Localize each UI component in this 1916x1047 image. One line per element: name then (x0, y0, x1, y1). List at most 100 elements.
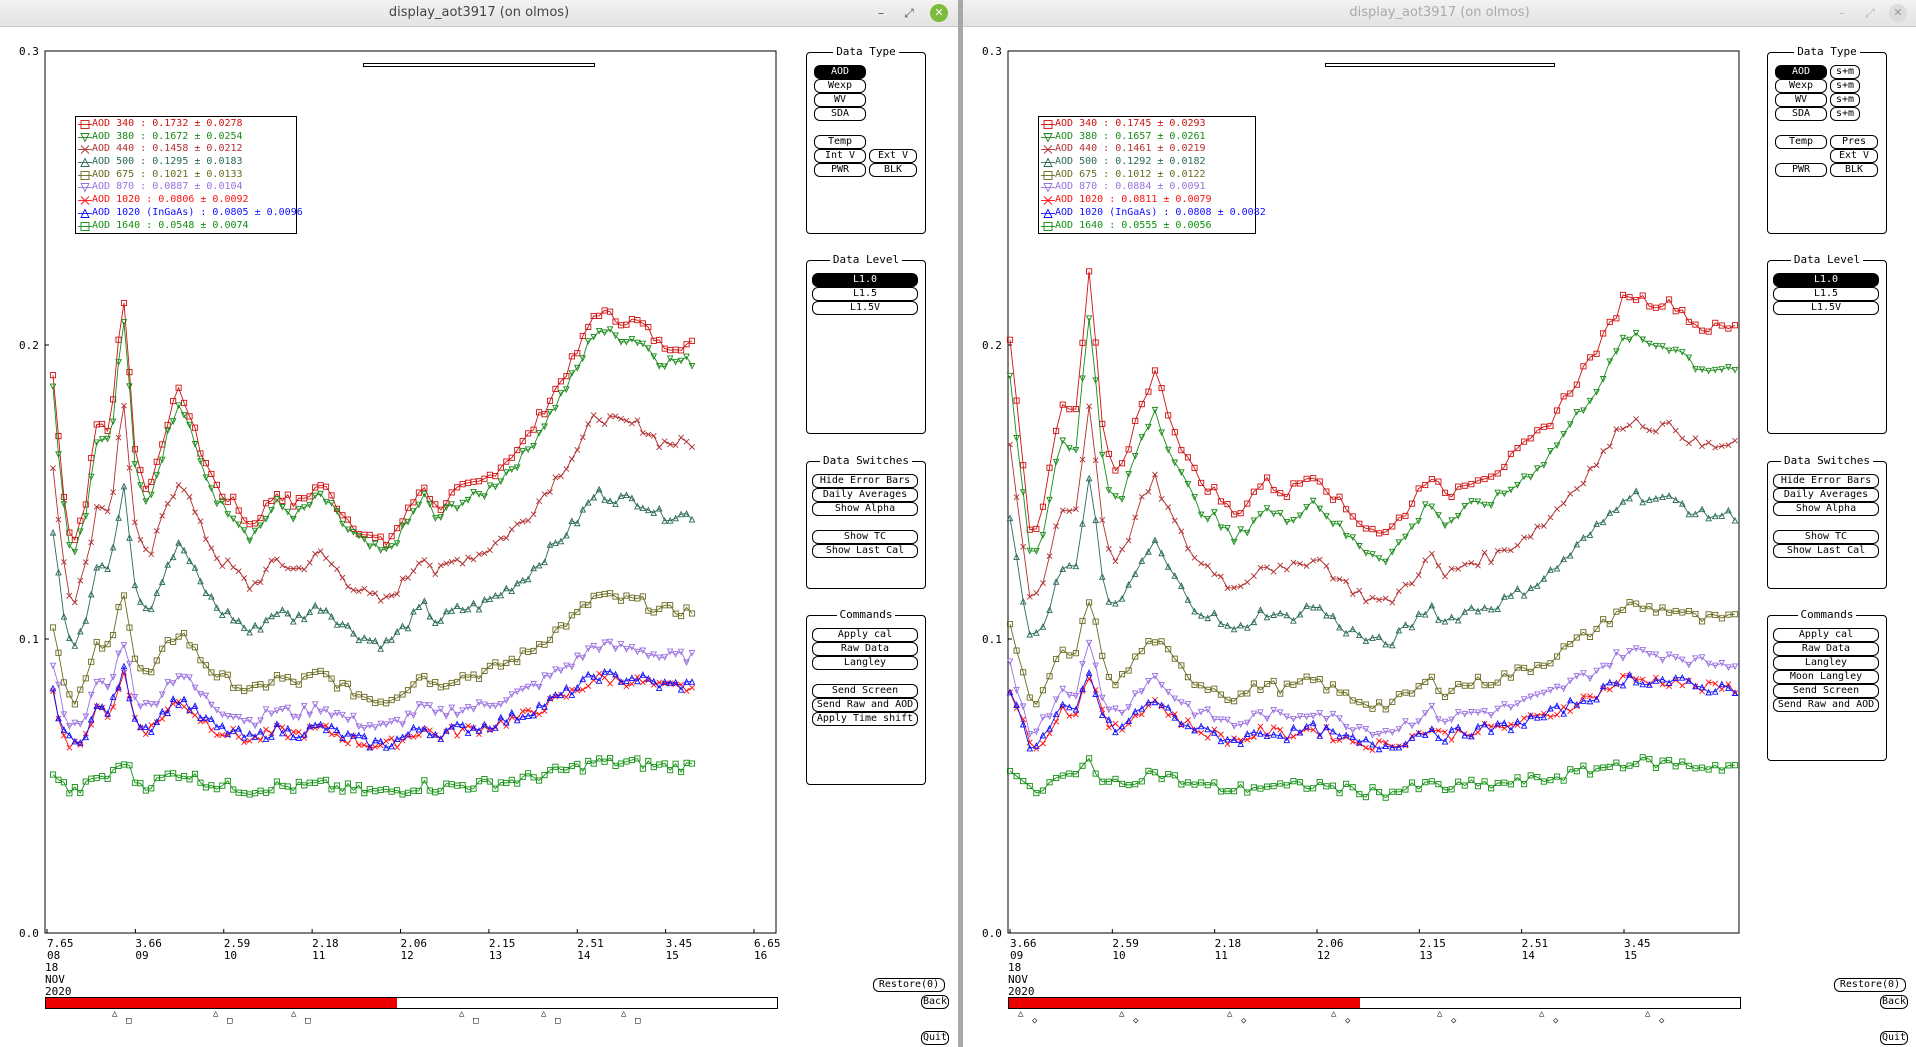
apply-time-shift-button[interactable]: Apply Time shift (812, 712, 918, 726)
data-type-blk-button[interactable]: BLK (1830, 163, 1878, 177)
data-type-wv-button[interactable]: WV (814, 93, 866, 107)
close-icon[interactable]: ✕ (930, 4, 948, 22)
data-type-sda-button[interactable]: SDA (814, 107, 866, 121)
minimize-icon[interactable]: – (1839, 6, 1845, 20)
moon-langley-button[interactable]: Moon Langley (1773, 670, 1879, 684)
quit-button[interactable]: Quit (1880, 1031, 1908, 1045)
time-progress-bar[interactable] (1008, 997, 1741, 1009)
show-tc-button[interactable]: Show TC (812, 530, 918, 544)
x-tick-hour: 08 (47, 949, 60, 962)
data-level-l1-5v-button[interactable]: L1.5V (1773, 301, 1879, 315)
data-type-aod-button[interactable]: AOD (1775, 65, 1827, 79)
raw-data-button[interactable]: Raw Data (812, 642, 918, 656)
show-tc-button[interactable]: Show TC (1773, 530, 1879, 544)
data-type-wv-button[interactable]: WV (1775, 93, 1827, 107)
panel-title: Data Level (807, 253, 925, 266)
show-last-cal-button[interactable]: Show Last Cal (812, 544, 918, 558)
send-raw-and-aod-button[interactable]: Send Raw and AOD (1773, 698, 1879, 712)
x-tick-airmass: 3.45 (1624, 937, 1651, 950)
legend-label: AOD 340 : 0.1732 ± 0.0278 (92, 118, 243, 131)
x-tick-hour: 14 (1522, 949, 1536, 962)
legend-marker (1041, 196, 1055, 205)
x-tick-airmass: 2.51 (577, 937, 604, 950)
legend-entry: AOD 1020 (InGaAs) : 0.0808 ± 0.0082 (1039, 207, 1266, 220)
data-level-l1-0-button[interactable]: L1.0 (1773, 273, 1879, 287)
legend-series-name: AOD 380 (92, 130, 135, 142)
hide-error-bars-button[interactable]: Hide Error Bars (1773, 474, 1879, 488)
legend-label: AOD 870 : 0.0884 ± 0.0091 (1055, 181, 1206, 194)
show-alpha-button[interactable]: Show Alpha (1773, 502, 1879, 516)
legend-series-name: AOD 870 (1055, 181, 1098, 193)
titlebar[interactable]: display_aot3917 (on olmos) – ⤢ ✕ (963, 0, 1916, 27)
send-screen-button[interactable]: Send Screen (1773, 684, 1879, 698)
window-title: display_aot3917 (on olmos) (388, 5, 570, 20)
legend-label: AOD 380 : 0.1672 ± 0.0254 (92, 131, 243, 144)
x-tick-hour: 12 (401, 949, 414, 962)
data-type-temp-button[interactable]: Temp (814, 135, 866, 149)
data-type-ext-v-button[interactable]: Ext V (869, 149, 917, 163)
data-type-s-m-button[interactable]: s+m (1830, 107, 1860, 121)
x-date-label: NOV (1008, 973, 1028, 986)
show-alpha-button[interactable]: Show Alpha (812, 502, 918, 516)
legend-label: AOD 1640 : 0.0548 ± 0.0074 (92, 220, 249, 233)
triangle-marker-icon: △ (291, 1009, 297, 1019)
data-type-pwr-button[interactable]: PWR (814, 163, 866, 177)
series-aod-675 (49, 590, 696, 708)
panel-title-text: Data Type (1794, 45, 1860, 58)
send-raw-and-aod-button[interactable]: Send Raw and AOD (812, 698, 918, 712)
data-level-l1-5-button[interactable]: L1.5 (1773, 287, 1879, 301)
data-type-blk-button[interactable]: BLK (869, 163, 917, 177)
data-level-l1-0-button[interactable]: L1.0 (812, 273, 918, 287)
restore-button[interactable]: Restore(0) (1834, 978, 1906, 992)
x-tick-airmass: 7.65 (47, 937, 74, 950)
data-type-wexp-button[interactable]: Wexp (1775, 79, 1827, 93)
legend-marker (78, 145, 92, 155)
series-aod-340 (1006, 268, 1739, 537)
hide-error-bars-button[interactable]: Hide Error Bars (812, 474, 918, 488)
data-type-int-v-button[interactable]: Int V (814, 149, 866, 163)
triangle-marker-icon: △ (213, 1009, 219, 1019)
send-screen-button[interactable]: Send Screen (812, 684, 918, 698)
data-level-l1-5-button[interactable]: L1.5 (812, 287, 918, 301)
data-type-aod-button[interactable]: AOD (814, 65, 866, 79)
data-type-wexp-button[interactable]: Wexp (814, 79, 866, 93)
time-progress-fill (46, 998, 397, 1008)
legend-series-value: : 0.0555 ± 0.0056 (1103, 219, 1212, 231)
minimize-icon[interactable]: – (878, 6, 884, 20)
back-button[interactable]: Back (921, 995, 949, 1009)
panel-title: Data Level (1768, 253, 1886, 266)
maximize-icon[interactable]: ⤢ (904, 6, 914, 20)
triangle-marker-icon: △ (1437, 1009, 1443, 1019)
close-icon[interactable]: ✕ (1889, 4, 1907, 22)
daily-averages-button[interactable]: Daily Averages (1773, 488, 1879, 502)
legend-series-value: : 0.0884 ± 0.0091 (1097, 181, 1206, 193)
data-type-ext-v-button[interactable]: Ext V (1830, 149, 1878, 163)
data-type-temp-button[interactable]: Temp (1775, 135, 1827, 149)
data-type-s-m-button[interactable]: s+m (1830, 65, 1860, 79)
data-type-s-m-button[interactable]: s+m (1830, 93, 1860, 107)
apply-cal-button[interactable]: Apply cal (1773, 628, 1879, 642)
data-type-sda-button[interactable]: SDA (1775, 107, 1827, 121)
triangle-marker-icon: △ (1539, 1009, 1545, 1019)
data-type-pwr-button[interactable]: PWR (1775, 163, 1827, 177)
data-type-pres-button[interactable]: Pres (1830, 135, 1878, 149)
titlebar[interactable]: display_aot3917 (on olmos) – ⤢ ✕ (0, 0, 958, 27)
data-type-s-m-button[interactable]: s+m (1830, 79, 1860, 93)
quit-button[interactable]: Quit (921, 1031, 949, 1045)
back-button[interactable]: Back (1880, 995, 1908, 1009)
apply-cal-button[interactable]: Apply cal (812, 628, 918, 642)
legend-series-name: AOD 1640 (1055, 219, 1104, 231)
maximize-icon[interactable]: ⤢ (1865, 6, 1875, 20)
time-progress-bar[interactable] (45, 997, 778, 1009)
langley-button[interactable]: Langley (1773, 656, 1879, 670)
langley-button[interactable]: Langley (812, 656, 918, 670)
legend-marker (78, 157, 92, 168)
restore-button[interactable]: Restore(0) (873, 978, 945, 992)
panel-title-text: Data Level (829, 253, 903, 266)
daily-averages-button[interactable]: Daily Averages (812, 488, 918, 502)
legend-marker (1041, 208, 1055, 218)
legend-label: AOD 500 : 0.1295 ± 0.0183 (92, 156, 243, 169)
show-last-cal-button[interactable]: Show Last Cal (1773, 544, 1879, 558)
raw-data-button[interactable]: Raw Data (1773, 642, 1879, 656)
data-level-l1-5v-button[interactable]: L1.5V (812, 301, 918, 315)
